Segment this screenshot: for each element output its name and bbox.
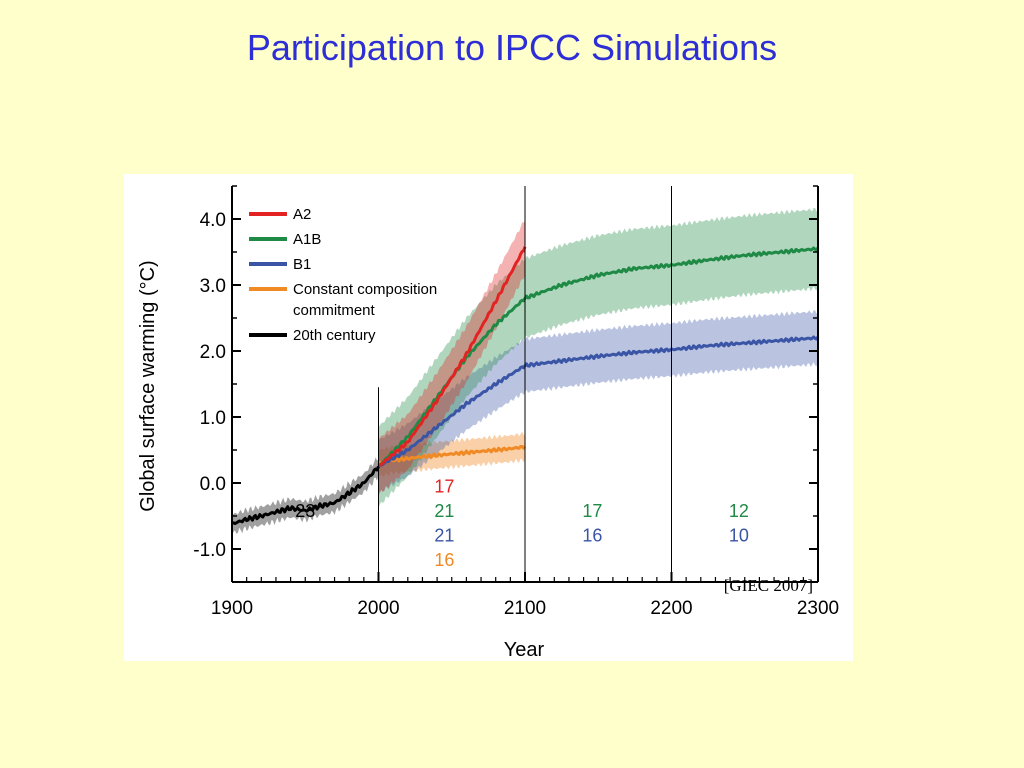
x-tick-label: 2200 — [650, 598, 692, 619]
model-counts: 23 17 21 21 16 17 16 12 10 — [295, 477, 749, 571]
band-A1B — [378, 208, 818, 508]
y-tick-label: 4.0 — [200, 210, 226, 231]
model-count-commitment: 16 — [434, 550, 454, 570]
model-count-century20: 23 — [295, 501, 315, 521]
x-tick-label: 2100 — [504, 598, 546, 619]
line-commitment — [378, 445, 527, 465]
y-tick-label: 0.0 — [200, 474, 226, 495]
model-count-B1: 16 — [582, 526, 602, 546]
x-tick-label: 2000 — [357, 598, 399, 619]
band-century20 — [232, 457, 379, 535]
model-count-A1B: 21 — [434, 501, 454, 521]
series-lines — [231, 246, 820, 525]
x-tick-label: 1900 — [211, 598, 253, 619]
legend-label2-commitment: commitment — [293, 302, 376, 319]
slide-title: Participation to IPCC Simulations — [246, 27, 778, 68]
y-tick-label: -1.0 — [193, 540, 226, 561]
y-tick-label: 3.0 — [200, 276, 226, 297]
model-count-A1B: 12 — [729, 501, 749, 521]
line-A2 — [377, 246, 527, 468]
model-count-B1: 21 — [434, 526, 454, 546]
y-tick-label: 1.0 — [200, 408, 226, 429]
line-century20 — [231, 465, 380, 525]
model-count-A1B: 17 — [582, 501, 602, 521]
legend: A2 A1B B1 Constant composition commitment 20t… — [249, 206, 437, 344]
model-count-A2: 17 — [434, 477, 454, 497]
legend-label-B1: B1 — [293, 256, 311, 273]
band-B1 — [378, 310, 818, 495]
model-count-B1: 10 — [729, 526, 749, 546]
chart-panel: 4.0 3.0 2.0 1.0 0.0 -1.0 1900 2000 2100 2200 2300 … — [124, 174, 853, 661]
y-axis-label: Global surface warming (°C) — [137, 260, 159, 511]
legend-label-A1B: A1B — [293, 231, 321, 248]
legend-label-A2: A2 — [293, 206, 311, 223]
source-citation: [GIEC 2007] — [724, 576, 813, 595]
legend-label-commitment: Constant composition — [293, 281, 437, 298]
x-tick-label: 2300 — [797, 598, 839, 619]
legend-label-century20: 20th century — [293, 327, 376, 344]
y-tick-label: 2.0 — [200, 342, 226, 363]
line-B1 — [377, 335, 820, 468]
axes: 4.0 3.0 2.0 1.0 0.0 -1.0 1900 2000 2100 2200 2300 — [193, 185, 839, 619]
x-axis-label: Year — [504, 639, 545, 661]
